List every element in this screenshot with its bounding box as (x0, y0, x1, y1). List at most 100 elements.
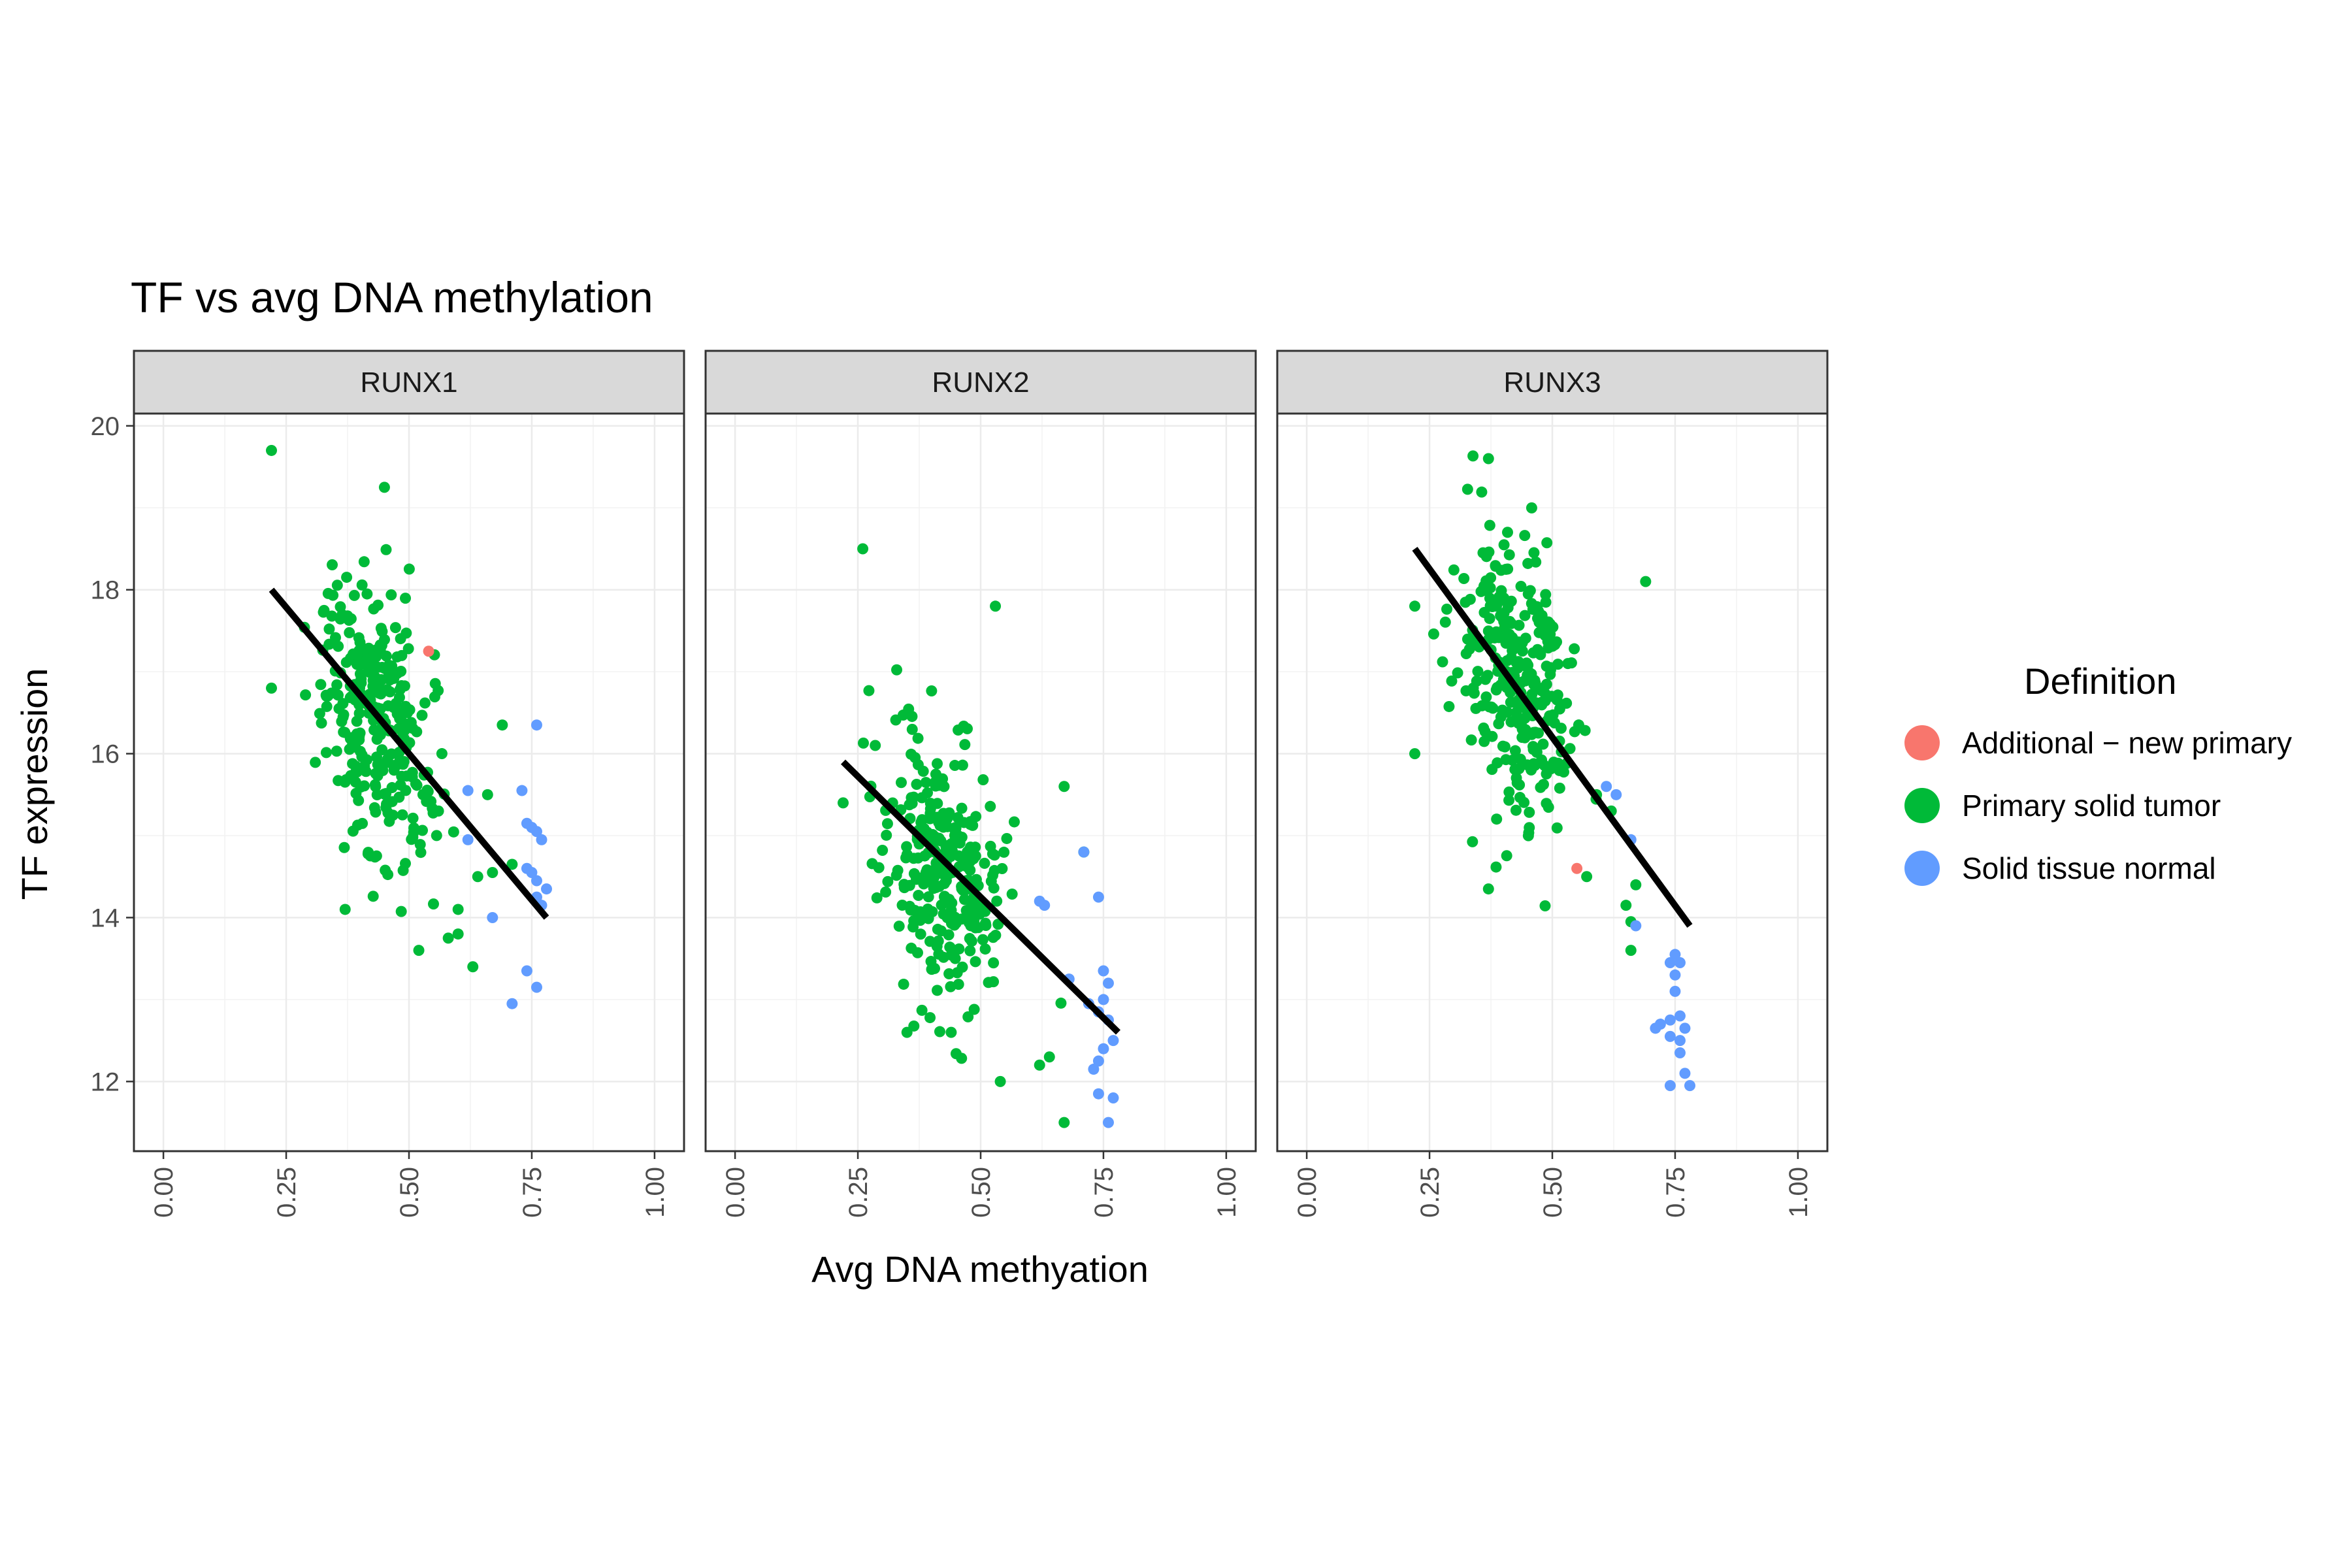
data-point (1107, 1035, 1119, 1047)
data-point (1448, 564, 1460, 576)
data-point (376, 744, 388, 756)
data-point (1679, 1022, 1691, 1034)
x-tick-label: 1.00 (641, 1167, 670, 1218)
data-point (423, 645, 434, 657)
x-tick-label: 0.25 (844, 1167, 873, 1218)
data-point (906, 723, 918, 735)
data-point (354, 668, 366, 680)
x-tick-label: 0.75 (1090, 1167, 1119, 1218)
data-point (916, 1004, 928, 1016)
data-point (1446, 675, 1458, 687)
facet-panels: RUNX1 0.00 0.25 0.50 0.75 1.00 12 14 16 18 20 RUNX2… (91, 350, 1829, 1218)
data-point (331, 679, 343, 691)
data-point (1527, 758, 1539, 770)
data-point (935, 835, 947, 847)
data-point (938, 877, 950, 889)
data-point (406, 834, 417, 845)
data-point (987, 870, 999, 881)
data-point (932, 811, 943, 823)
data-point (350, 787, 362, 799)
data-point (342, 610, 353, 622)
data-point (898, 978, 909, 990)
data-point (1515, 580, 1527, 592)
data-point (399, 725, 410, 736)
data-point (968, 909, 979, 921)
data-point (1498, 592, 1510, 604)
data-point (1507, 755, 1518, 766)
data-point (985, 800, 996, 812)
data-point (901, 841, 913, 853)
data-point (863, 685, 875, 696)
data-point (395, 633, 406, 645)
data-point (380, 544, 392, 555)
data-point (1539, 900, 1551, 912)
data-point (436, 748, 448, 760)
data-point (353, 708, 365, 719)
data-point (531, 826, 542, 838)
y-tick-label: 18 (91, 576, 120, 605)
data-point (964, 855, 976, 867)
data-point (1625, 945, 1637, 956)
data-point (906, 711, 918, 723)
data-point (448, 826, 459, 838)
data-point (970, 874, 982, 885)
data-point (390, 698, 402, 710)
data-point (930, 768, 941, 780)
data-point (938, 781, 950, 792)
data-point (966, 936, 977, 947)
data-point (1482, 453, 1494, 465)
data-point (400, 593, 412, 604)
data-point (1499, 741, 1511, 753)
data-point (901, 1026, 913, 1038)
data-point (370, 806, 382, 818)
data-point (977, 934, 988, 945)
data-point (371, 789, 383, 800)
data-point (395, 906, 407, 917)
data-point (1501, 850, 1512, 862)
data-point (521, 862, 532, 874)
data-point (1503, 794, 1515, 806)
legend-label: Primary solid tumor (1962, 789, 2221, 823)
data-point (1554, 703, 1565, 715)
x-tick-label: 0.00 (721, 1167, 750, 1218)
data-point (1540, 596, 1552, 608)
data-point (873, 862, 885, 874)
data-point (1664, 1080, 1676, 1092)
data-point (838, 797, 849, 809)
data-point (1507, 636, 1519, 648)
data-point (1522, 659, 1534, 671)
facet-strip-label: RUNX3 (1503, 367, 1601, 399)
data-point (361, 754, 373, 766)
y-tick-label: 16 (91, 740, 120, 769)
data-point (891, 664, 903, 676)
data-point (877, 844, 889, 856)
data-point (333, 775, 344, 787)
data-point (1569, 643, 1580, 655)
data-point (421, 785, 433, 796)
x-tick-label: 0.75 (518, 1167, 547, 1218)
data-point (1484, 519, 1495, 531)
data-point (472, 871, 483, 883)
data-point (382, 755, 393, 766)
data-point (1573, 719, 1584, 731)
data-point (354, 727, 366, 739)
data-point (962, 1011, 974, 1022)
data-point (364, 666, 376, 678)
x-tick-label: 0.00 (1293, 1167, 1322, 1218)
data-point (893, 921, 905, 932)
data-point (1526, 502, 1537, 514)
data-point (1514, 779, 1526, 791)
data-point (1443, 700, 1455, 712)
data-point (374, 765, 386, 777)
data-point (915, 906, 926, 918)
data-point (998, 846, 1010, 858)
data-point (367, 890, 379, 902)
data-point (323, 623, 335, 635)
data-point (419, 697, 431, 709)
data-point (958, 894, 970, 906)
data-point (956, 1053, 968, 1064)
data-point (397, 809, 408, 821)
data-point (1679, 1068, 1691, 1079)
data-point (1531, 601, 1543, 613)
data-point (405, 717, 417, 728)
